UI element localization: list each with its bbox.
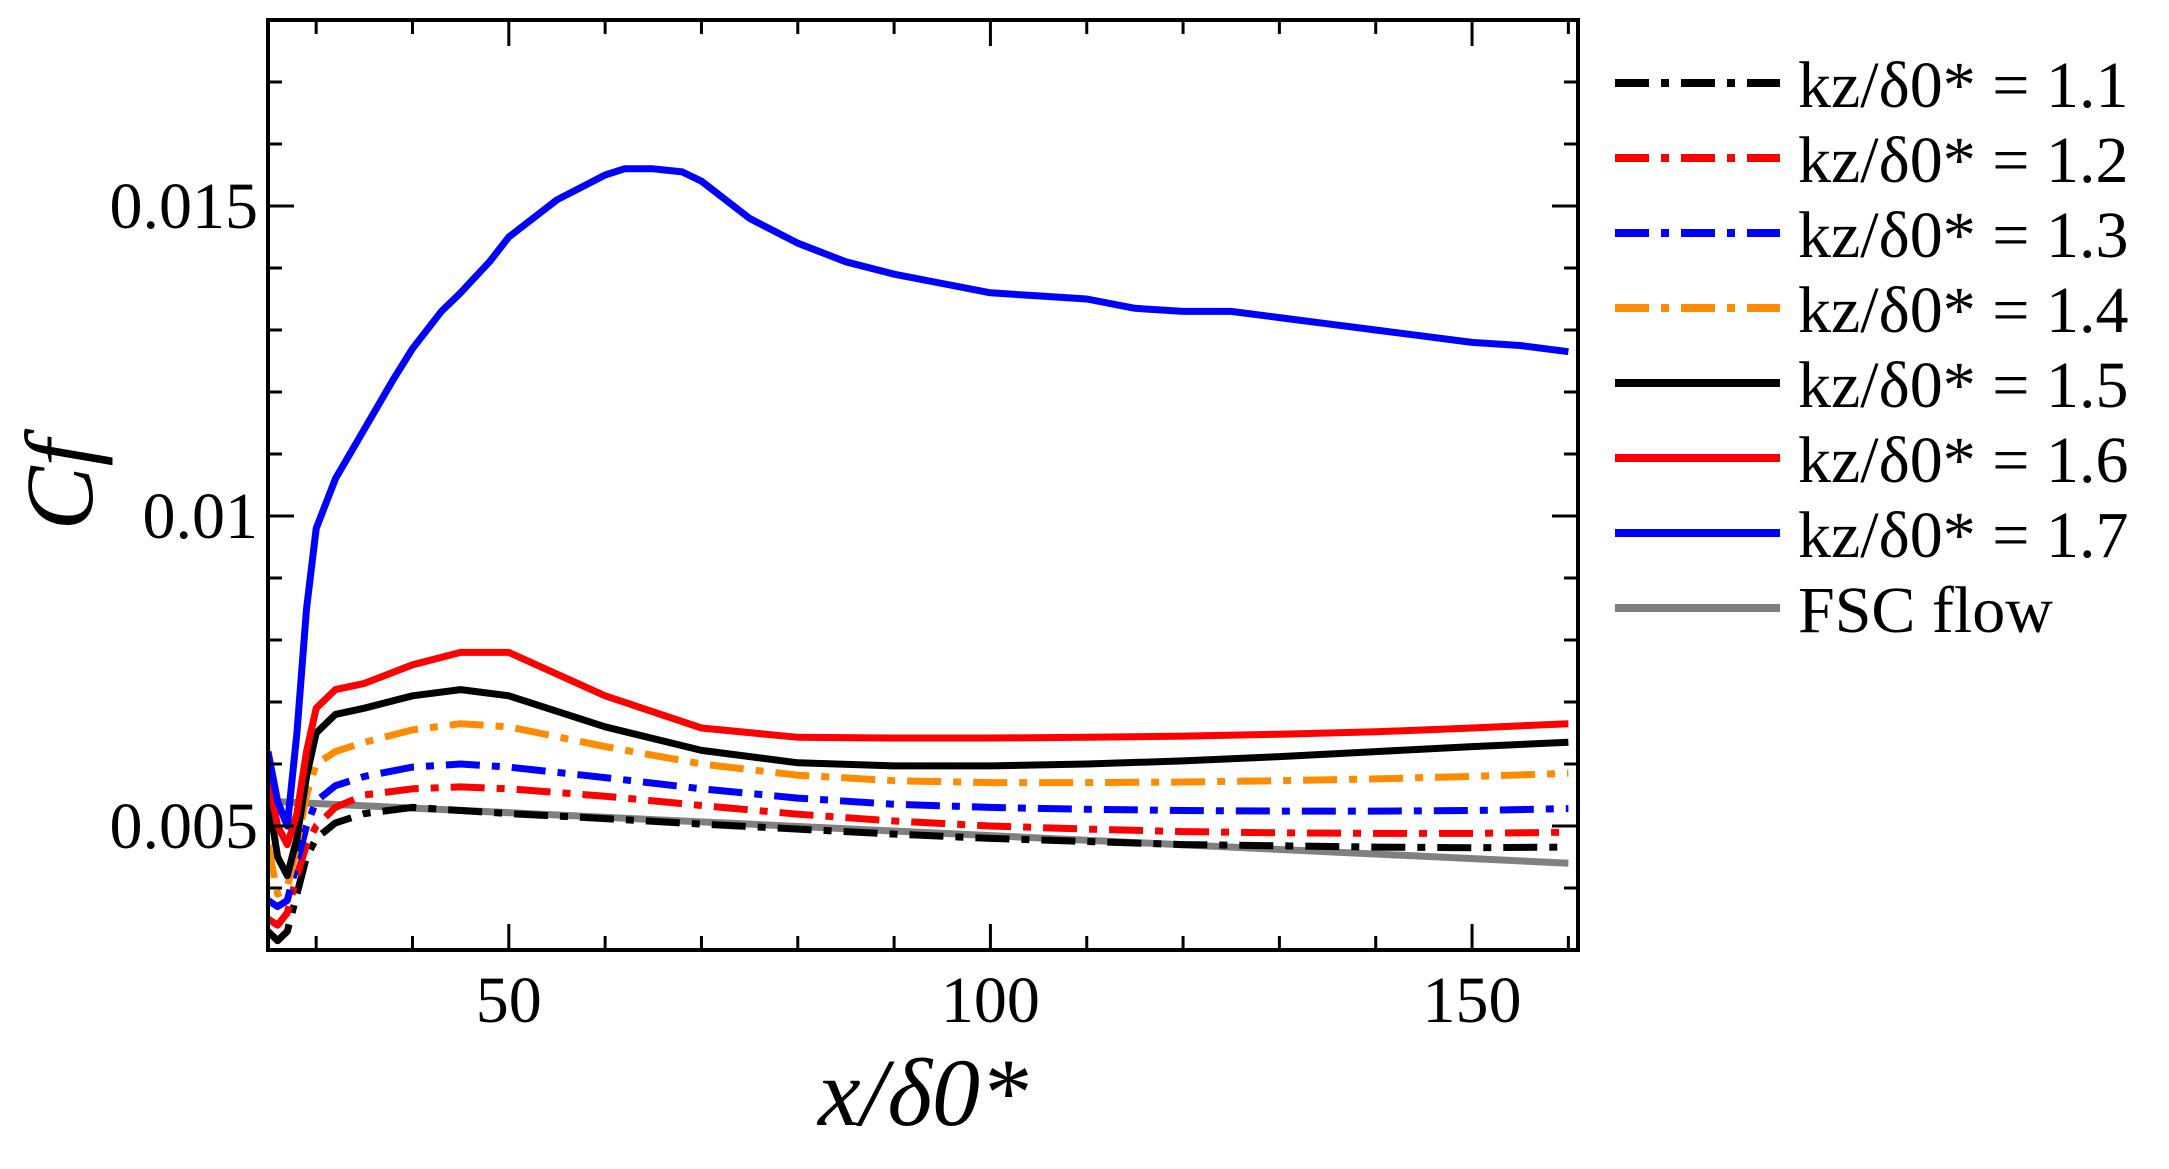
series-line-6 bbox=[268, 648, 1569, 849]
series-line-5 bbox=[268, 686, 1569, 880]
legend-label-1: kz/δ0* = 1.1 bbox=[1798, 49, 2128, 122]
legend-label-5: kz/δ0* = 1.5 bbox=[1798, 349, 2128, 422]
series-line-2 bbox=[268, 783, 1569, 929]
series-layer bbox=[268, 165, 1569, 945]
y-tick-label: 0.01 bbox=[143, 480, 259, 553]
legend-label-2: kz/δ0* = 1.2 bbox=[1798, 124, 2128, 197]
labels-layer: 50 100 150 0.005 0.01 0.015 x/δ0* Cf bbox=[6, 170, 1522, 1146]
x-tick-label: 100 bbox=[941, 964, 1040, 1037]
series-line-7 bbox=[268, 165, 1569, 830]
legend-label-6: kz/δ0* = 1.6 bbox=[1798, 424, 2128, 497]
legend-label-3: kz/δ0* = 1.3 bbox=[1798, 199, 2128, 272]
x-axis-label: x/δ0* bbox=[816, 1039, 1028, 1146]
series-line-3 bbox=[268, 760, 1569, 911]
y-tick-label: 0.005 bbox=[110, 790, 259, 863]
series-line-1 bbox=[268, 803, 1569, 945]
plot-frame bbox=[266, 18, 1580, 952]
legend-label-7: kz/δ0* = 1.7 bbox=[1798, 499, 2128, 572]
y-tick-label: 0.015 bbox=[110, 170, 259, 243]
legend-label-4: kz/δ0* = 1.4 bbox=[1798, 274, 2128, 347]
legend: kz/δ0* = 1.1kz/δ0* = 1.2kz/δ0* = 1.3kz/δ… bbox=[1615, 49, 2128, 647]
x-tick-label: 50 bbox=[476, 964, 542, 1037]
y-axis-label: Cf bbox=[6, 428, 113, 530]
legend-label-8: FSC flow bbox=[1798, 574, 2053, 647]
x-tick-label: 150 bbox=[1423, 964, 1522, 1037]
ticks-layer bbox=[268, 20, 1578, 950]
